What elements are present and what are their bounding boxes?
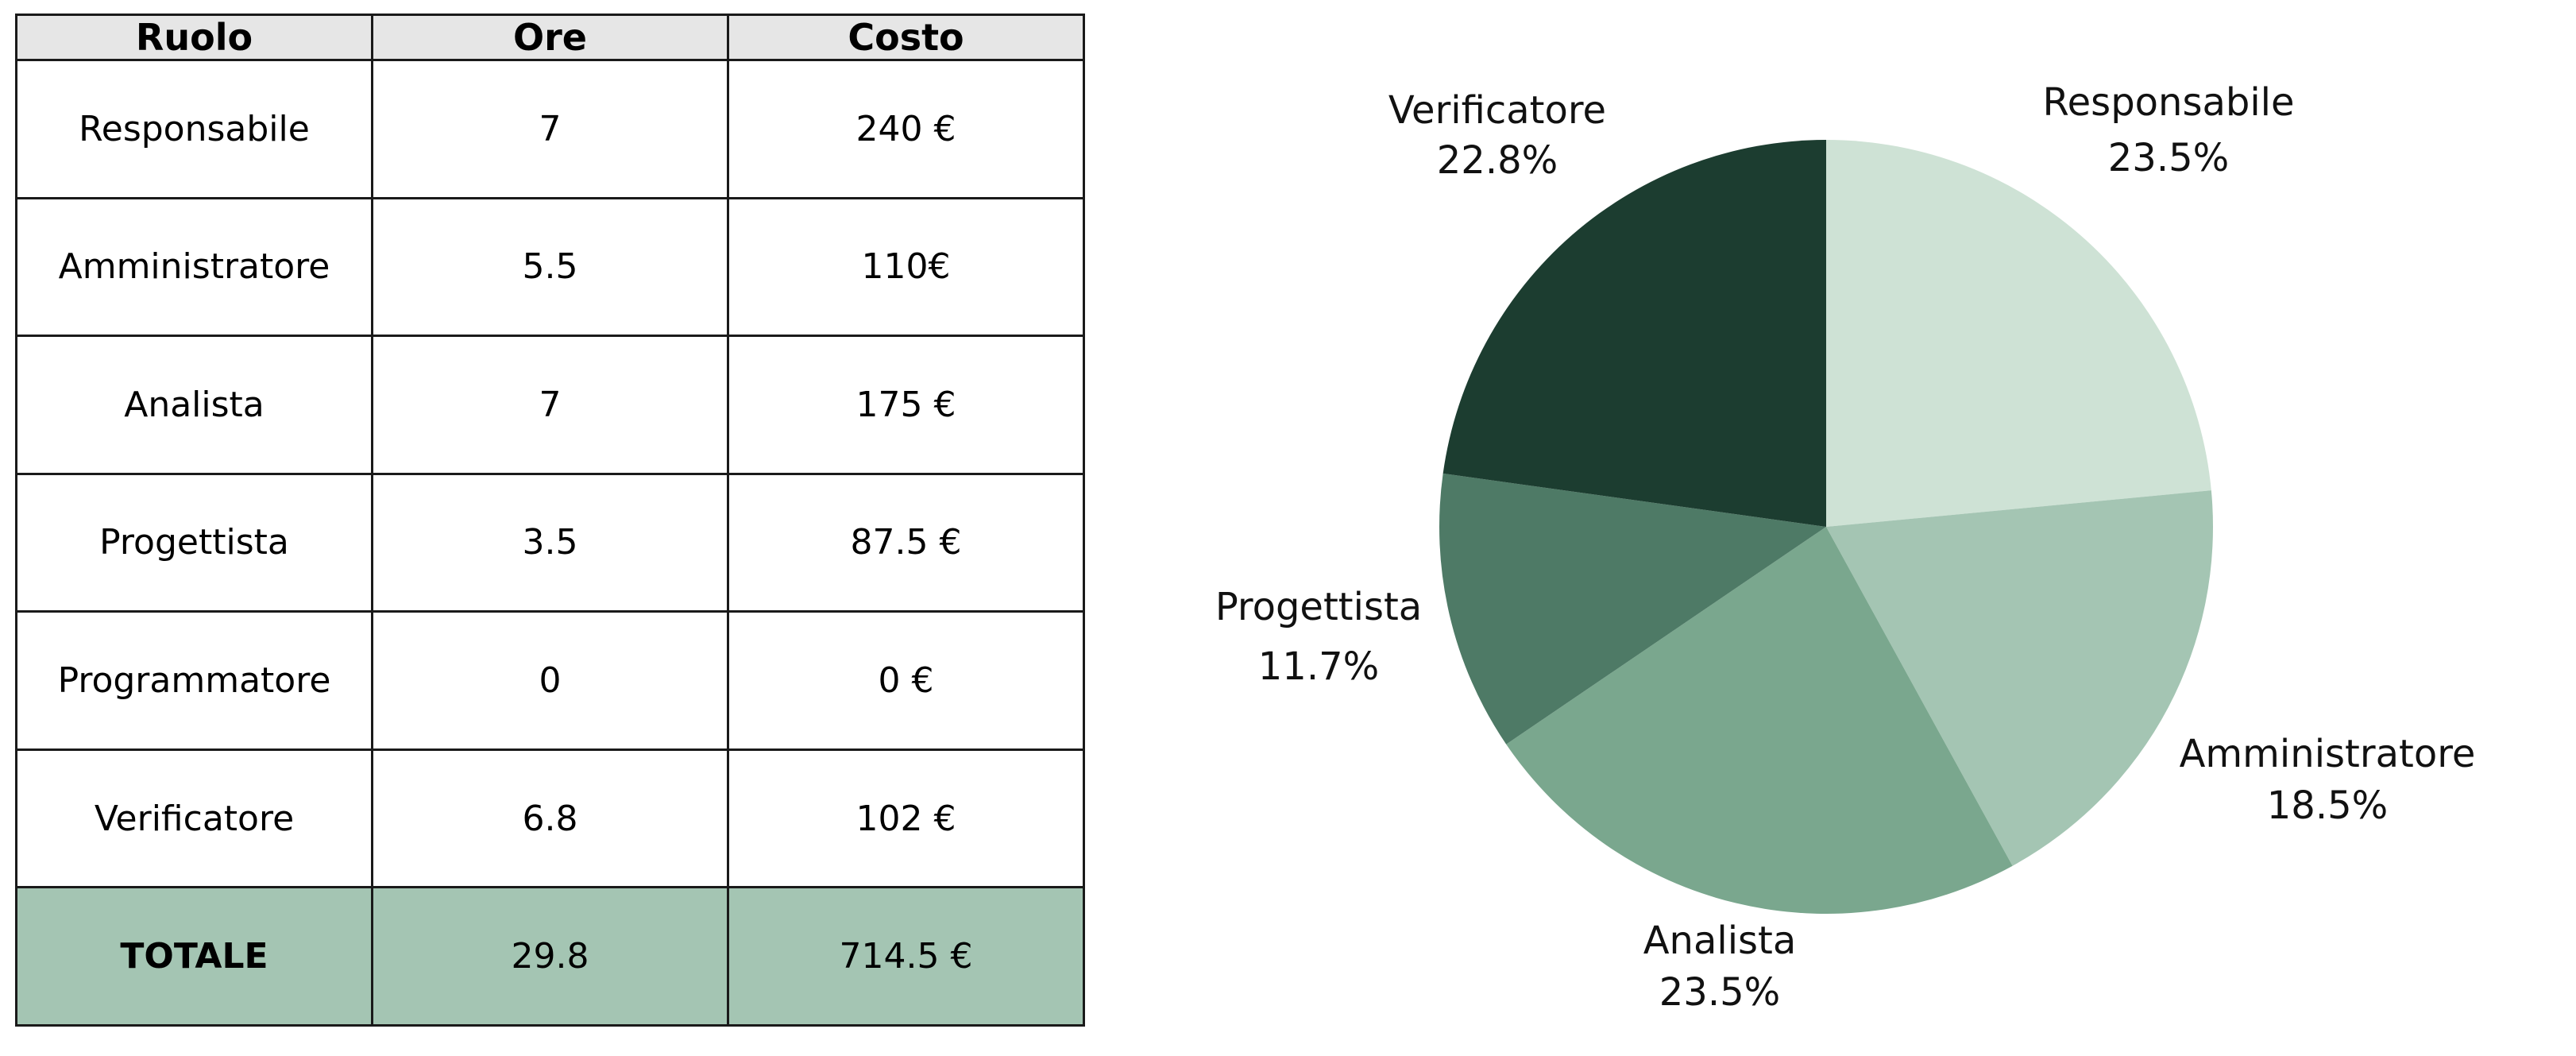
table-row: Progettista 3.5 87.5 €	[15, 472, 1085, 613]
table-row: Responsabile 7 240 €	[15, 59, 1085, 199]
pie-label-progettista: Progettista	[1215, 585, 1422, 629]
cell-costo: 0 €	[727, 610, 1085, 751]
cell-ruolo: Progettista	[15, 472, 373, 613]
pie-value-label-responsabile: 23.5%	[2108, 136, 2229, 180]
pie-slice-verificatore	[1442, 140, 1826, 527]
header-costo: Costo	[727, 14, 1085, 61]
pie-label-verificatore: Verificatore	[1388, 88, 1606, 133]
cell-ore: 7	[371, 335, 729, 475]
total-label: TOTALE	[15, 886, 373, 1027]
cell-costo: 240 €	[727, 59, 1085, 199]
cell-ore: 0	[371, 610, 729, 751]
cell-ore: 3.5	[371, 472, 729, 613]
pie-slice-progettista	[1439, 473, 1826, 745]
pie-chart-container: Responsabile 23.5% Amministratore 18.5% Anal…	[1136, 0, 2576, 1056]
pie-label-amministratore: Amministratore	[2180, 732, 2476, 776]
cell-costo: 102 €	[727, 748, 1085, 889]
cost-table-container: Ruolo Ore Costo Responsabile 7 240 € Amm…	[15, 14, 1085, 1027]
cell-ruolo: Verificatore	[15, 748, 373, 889]
pie-label-responsabile: Responsabile	[2042, 80, 2294, 125]
cell-ore: 6.8	[371, 748, 729, 889]
table-header-row: Ruolo Ore Costo	[15, 14, 1085, 61]
pie-slice-responsabile	[1826, 140, 2211, 527]
total-ore: 29.8	[371, 886, 729, 1027]
pie-label-analista: Analista	[1643, 919, 1797, 963]
table-row: Verificatore 6.8 102 €	[15, 748, 1085, 889]
cell-costo: 110€	[727, 196, 1085, 338]
pie-value-label-progettista: 11.7%	[1258, 644, 1379, 689]
cell-ruolo: Amministratore	[15, 196, 373, 338]
total-costo: 714.5 €	[727, 886, 1085, 1027]
cell-ruolo: Responsabile	[15, 59, 373, 199]
cell-ore: 5.5	[371, 196, 729, 338]
cell-costo: 87.5 €	[727, 472, 1085, 613]
table-row: Analista 7 175 €	[15, 335, 1085, 475]
header-ore: Ore	[371, 14, 729, 61]
table-row: Amministratore 5.5 110€	[15, 196, 1085, 338]
pie-slice-analista	[1506, 527, 2013, 914]
cell-costo: 175 €	[727, 335, 1085, 475]
cell-ruolo: Analista	[15, 335, 373, 475]
cell-ore: 7	[371, 59, 729, 199]
table-row: Programmatore 0 0 €	[15, 610, 1085, 751]
pie-slice-amministratore	[1826, 490, 2214, 866]
cell-ruolo: Programmatore	[15, 610, 373, 751]
pie-value-label-amministratore: 18.5%	[2267, 783, 2388, 828]
pie-value-label-analista: 23.5%	[1659, 970, 1780, 1015]
pie-value-label-verificatore: 22.8%	[1437, 138, 1558, 183]
cost-table: Ruolo Ore Costo Responsabile 7 240 € Amm…	[15, 14, 1085, 1027]
pie-chart: Responsabile 23.5% Amministratore 18.5% Anal…	[1215, 80, 2476, 1015]
header-ruolo: Ruolo	[15, 14, 373, 61]
table-total-row: TOTALE 29.8 714.5 €	[15, 886, 1085, 1027]
